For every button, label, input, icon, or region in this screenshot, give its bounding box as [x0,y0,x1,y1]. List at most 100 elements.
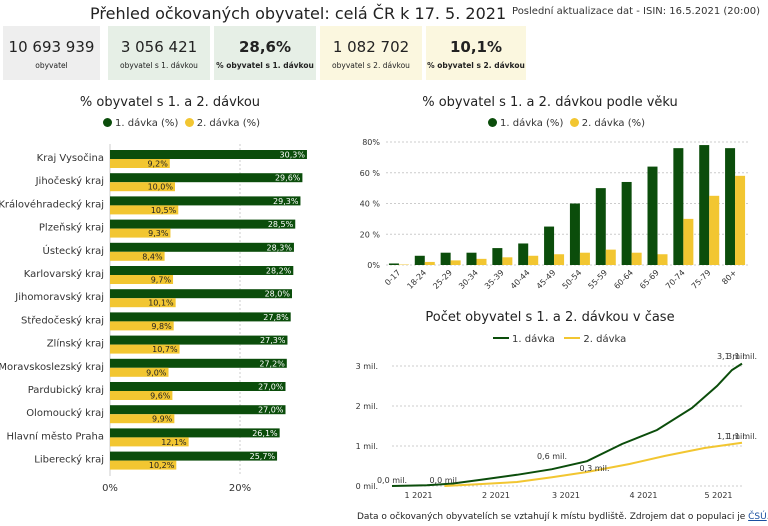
bar-dose1 [699,145,710,265]
card-value: 28,6% [238,38,292,56]
summary-card: 10,1% % obyvatel s 2. dávkou [426,26,526,80]
line-dose1 [391,362,743,487]
bar-dose2 [110,182,175,192]
bar-label-dose1: 28,3% [267,243,293,252]
region-label: Moravskoslezský kraj [0,361,104,373]
bar-dose1 [110,312,291,322]
region-label: Olomoucký kraj [26,407,104,419]
bar-label-dose1: 28,0% [265,290,291,299]
region-bar-chart: 0% 20% Kraj Vysočina 30,3% 9,2% Jihočeský kra… [0,144,307,494]
summary-card: 1 082 702 obyvatel s 2. dávkou [320,26,422,80]
legend-label-dose1: 1. dávka [512,334,555,345]
page-title: Přehled očkovaných obyvatel: celá ČR k 1… [90,4,507,23]
bar-dose2 [110,367,169,377]
age-bar-chart: 0% 20 % 40 % 60 % 80% 0-17 18-24 25-29 30-34 35-3… [360,138,748,291]
x-tick-label: 1 2021 [405,491,433,500]
y-tick-label: 0 mil. [356,482,378,491]
y-tick-label: 0% [367,261,380,270]
legend-line-dose2 [564,337,581,339]
bar-dose2 [502,257,513,265]
bar-dose2 [110,391,173,400]
legend-dot-dose2 [184,118,194,127]
bar-dose1 [466,252,477,265]
bar-label-dose2: 10,5% [151,206,177,215]
bar-dose1 [414,255,425,265]
bar-dose2 [110,414,175,424]
bar-dose1 [110,266,294,275]
bar-label-dose2: 10,1% [148,299,174,308]
legend-label-dose1: 1. dávka (%) [115,118,179,129]
bar-label-dose1: 28,2% [266,267,292,276]
x-tick-label: 65-69 [638,268,661,291]
bar-dose2 [709,195,720,265]
y-tick-label: 2 mil. [356,402,378,411]
region-label: Kraj Vysočina [37,152,104,164]
bar-label-dose2: 9,2% [147,160,168,169]
x-tick-label: 2 2021 [482,491,510,500]
bar-dose2 [110,460,177,470]
bar-dose2 [735,175,746,265]
data-label: 1,1 mil. [717,432,747,441]
bar-dose1 [110,289,292,299]
bar-dose2 [683,218,694,265]
bar-label-dose1: 27,0% [258,406,284,415]
data-label: 0,3 mil. [579,464,609,473]
card-label: % obyvatel s 2. dávkou [427,61,525,70]
bar-dose2 [110,251,165,261]
bar-label-dose1: 28,5% [268,220,294,229]
bar-dose2 [110,228,171,238]
bar-dose2 [110,298,176,308]
summary-card: 3 056 421 obyvatel s 1. dávkou [108,26,210,80]
bar-dose1 [110,358,287,368]
x-tick-label: 5 2021 [705,491,733,500]
bar-dose1 [110,242,294,252]
x-tick-label: 75-79 [690,268,713,291]
bar-dose2 [110,275,174,284]
csu-link[interactable]: ČSÚ [748,512,767,522]
summary-card: 28,6% % obyvatel s 1. dávkou [214,26,316,80]
bar-dose2 [528,255,539,265]
bar-dose1 [569,203,580,265]
bar-dose2 [631,252,642,265]
bar-dose1 [518,243,529,265]
x-tick-label: 18-24 [405,268,428,291]
bar-label-dose2: 12,1% [161,438,187,447]
x-tick-label: 60-64 [612,268,635,291]
legend-label-dose2: 2. dávka (%) [581,118,646,129]
y-tick-label: 20 % [360,230,381,239]
bar-label-dose2: 10,2% [149,461,175,470]
bar-dose2 [110,159,170,168]
bar-dose1 [492,248,503,265]
bar-dose1 [110,451,278,461]
bar-dose2 [110,205,179,215]
bar-dose1 [544,226,555,265]
bar-dose1 [673,148,684,265]
x-tick-label: 20% [229,483,251,494]
legend-dot-dose1 [103,118,112,127]
legend-dot-dose2 [569,118,579,127]
card-label: % obyvatel s 1. dávkou [216,61,314,70]
bar-dose2 [450,260,461,265]
bar-dose2 [110,344,180,354]
card-value: 10 693 939 [8,38,95,56]
age-chart-legend: 1. dávka (%) 2. dávka (%) [488,118,645,129]
bar-dose2 [605,249,616,265]
bar-dose1 [621,181,632,265]
y-tick-label: 40 % [360,200,381,209]
bar-label-dose1: 25,7% [250,452,276,461]
region-label: Plzeňský kraj [39,222,104,234]
data-label: 0,6 mil. [537,452,567,461]
bar-label-dose1: 26,1% [252,429,278,438]
bar-label-dose2: 9,9% [152,415,173,424]
x-tick-label: 30-34 [457,268,480,291]
region-label: Jihomoravský kraj [14,291,104,303]
x-tick-label: 0% [102,483,118,494]
bar-dose2 [110,437,189,447]
x-tick-label: 25-29 [431,268,454,291]
footer-text: Data o očkovaných obyvatelích se vztahuj… [357,512,749,522]
bar-label-dose1: 29,6% [275,174,301,183]
data-label: 3,1 mil. [727,352,757,361]
bar-dose1 [110,382,286,391]
bar-label-dose2: 9,0% [146,368,167,377]
card-value: 1 082 702 [332,38,410,56]
